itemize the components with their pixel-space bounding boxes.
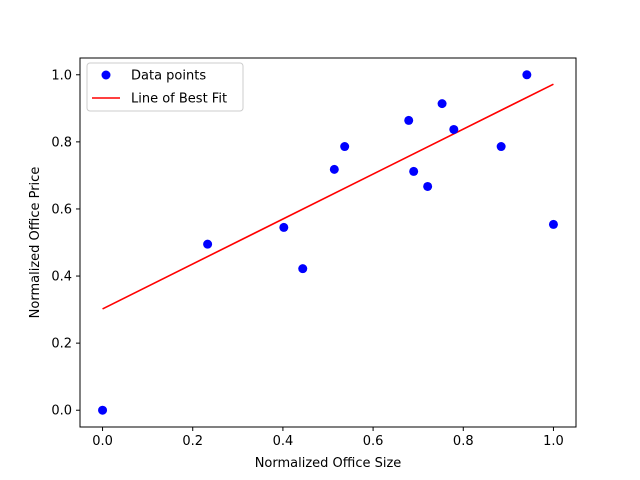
data-point	[98, 405, 108, 415]
plot-background	[80, 58, 576, 427]
x-tick-label: 0.4	[273, 434, 294, 449]
y-axis-label: Normalized Office Price	[28, 167, 43, 319]
x-tick-label: 1.0	[543, 434, 564, 449]
y-tick-label: 0.0	[51, 404, 72, 419]
data-point	[404, 115, 414, 125]
best-fit-line	[102, 83, 554, 310]
axes: 0.0 0.2 0.4 0.6 0.8 1.0 0.0 0.2 0.4 0.6 0.8 1.0	[51, 57, 577, 449]
data-point	[496, 142, 506, 152]
x-axis-label: Normalized Office Size	[255, 456, 402, 471]
data-point	[298, 264, 308, 274]
y-tick-label: 0.4	[51, 270, 72, 285]
data-point	[548, 219, 558, 229]
y-tick-label: 0.8	[51, 135, 72, 150]
data-point	[340, 142, 350, 152]
y-tick-label: 0.2	[51, 337, 72, 352]
axes-frame	[79, 57, 577, 428]
y-tick-label: 1.0	[51, 68, 72, 83]
y-tick-label: 0.6	[51, 202, 72, 217]
legend: Data points Line of Best Fit	[86, 62, 244, 112]
x-tick-label: 0.2	[182, 434, 203, 449]
x-tick-label: 0.8	[453, 434, 474, 449]
data-marks	[98, 70, 558, 415]
data-point	[203, 239, 213, 249]
data-point	[279, 222, 289, 232]
legend-box	[86, 62, 244, 112]
data-point	[409, 166, 419, 176]
data-point	[437, 99, 447, 109]
data-point	[522, 70, 532, 80]
data-point	[449, 124, 459, 134]
legend-marker-scatter	[101, 70, 111, 80]
x-tick-label: 0.6	[363, 434, 384, 449]
x-tick-label: 0.0	[92, 434, 113, 449]
data-point	[423, 181, 433, 191]
legend-entry-label: Data points	[131, 69, 206, 84]
data-point	[329, 164, 339, 174]
plot-area	[80, 58, 576, 427]
legend-entry-label: Line of Best Fit	[131, 92, 227, 107]
